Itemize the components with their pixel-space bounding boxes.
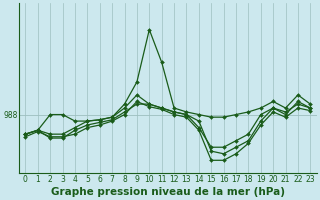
X-axis label: Graphe pression niveau de la mer (hPa): Graphe pression niveau de la mer (hPa) (51, 187, 285, 197)
